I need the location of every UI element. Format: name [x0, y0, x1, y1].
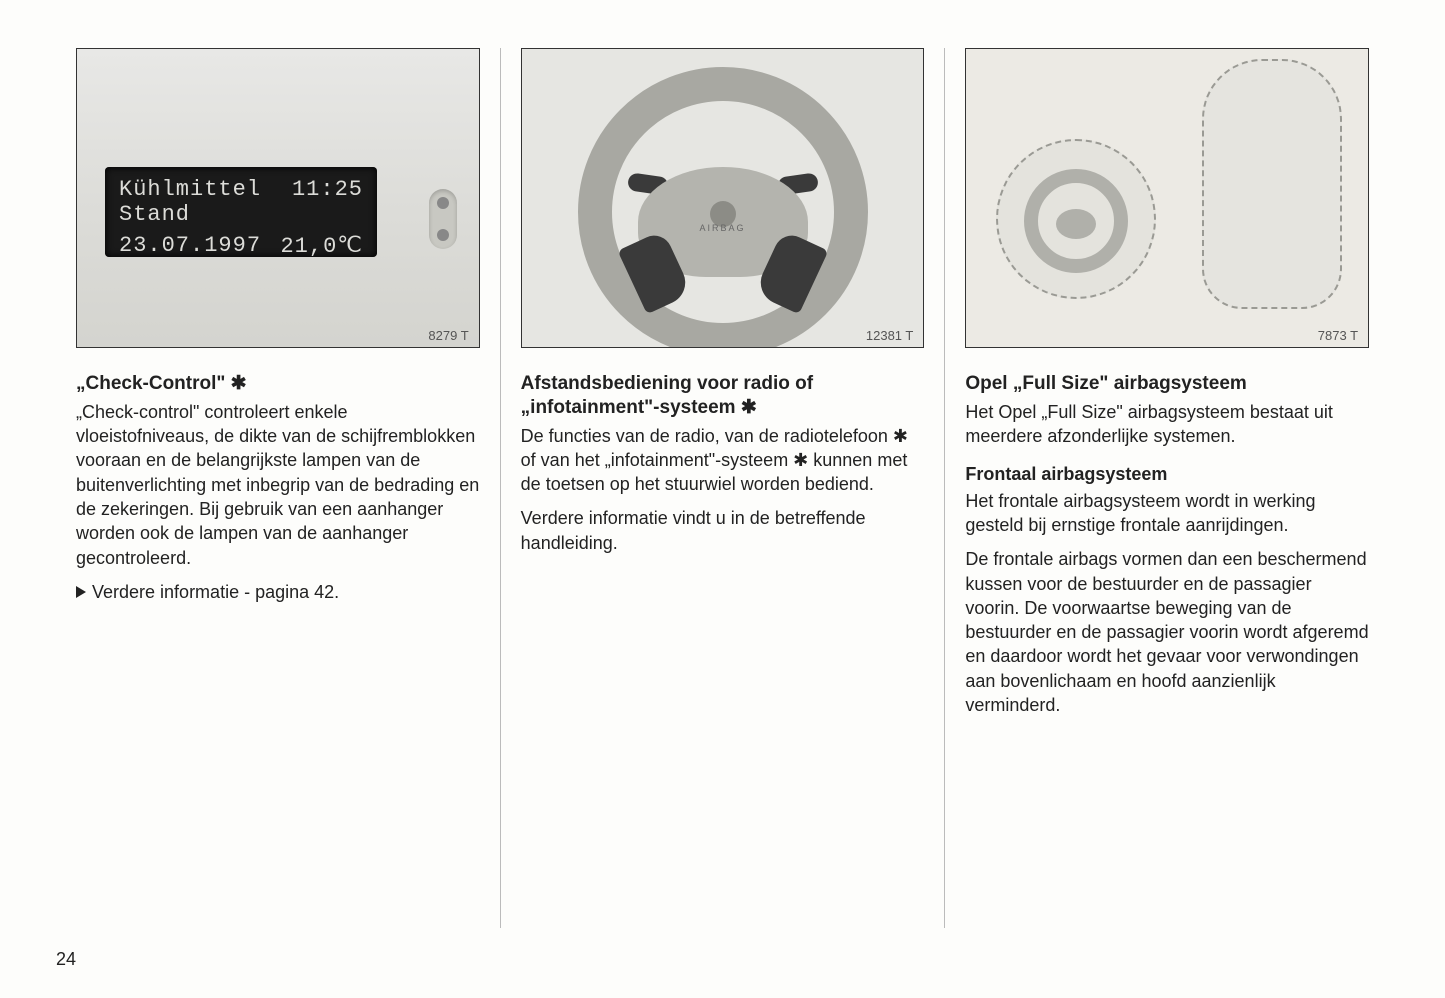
mini-steering-wheel-icon — [1024, 169, 1128, 273]
figure-label: 7873 T — [1318, 328, 1358, 343]
lcd-display: Kühlmittel 11:25 Stand 23.07.1997 21,0℃ — [105, 167, 377, 257]
figure-steering-wheel: AIRBAG 12381 T — [521, 48, 925, 348]
figure-airbag-system: 7873 T — [965, 48, 1369, 348]
passenger-airbag-icon — [1202, 59, 1342, 309]
lcd-time: 11:25 — [292, 177, 363, 202]
paragraph: Verdere informatie vindt u in de betreff… — [521, 506, 925, 555]
column-airbag: 7873 T Opel „Full Size" airbagsysteem He… — [944, 48, 1389, 928]
triangle-bullet-icon — [76, 586, 86, 598]
body-text: De functies van de radio, van de radiote… — [521, 424, 925, 565]
heading-airbag: Opel „Full Size" airbagsysteem — [965, 372, 1369, 396]
paragraph: De frontale airbags vormen dan een besch… — [965, 547, 1369, 717]
paragraph: Het frontale airbagsysteem wordt in werk… — [965, 489, 1369, 538]
paragraph-link: Verdere informatie - pagina 42. — [76, 580, 480, 604]
dashboard-illustration — [966, 49, 1368, 347]
paragraph: „Check-control" controleert enkele vloei… — [76, 400, 480, 570]
figure-label: 8279 T — [428, 328, 468, 343]
lcd-temp: 21,0℃ — [280, 233, 363, 259]
column-check-control: Kühlmittel 11:25 Stand 23.07.1997 21,0℃ … — [56, 48, 500, 928]
subheading-frontal: Frontaal airbagsysteem — [965, 462, 1369, 486]
lcd-date: 23.07.1997 — [119, 233, 261, 259]
steering-wheel-icon: AIRBAG — [578, 67, 868, 348]
column-remote-control: AIRBAG 12381 T Afstandsbediening voor ra… — [500, 48, 945, 928]
lcd-text: Stand — [119, 202, 363, 227]
airbag-label: AIRBAG — [638, 223, 808, 233]
heading-check-control: „Check-Control" ✱ — [76, 372, 480, 396]
page-number: 24 — [56, 949, 76, 970]
heading-remote: Afstandsbediening voor radio of „infotai… — [521, 372, 925, 420]
figure-check-control-display: Kühlmittel 11:25 Stand 23.07.1997 21,0℃ … — [76, 48, 480, 348]
lcd-text: Kühlmittel — [119, 177, 261, 202]
link-text: Verdere informatie - pagina 42. — [92, 582, 339, 602]
body-text: „Check-control" controleert enkele vloei… — [76, 400, 480, 614]
page-columns: Kühlmittel 11:25 Stand 23.07.1997 21,0℃ … — [56, 48, 1389, 928]
figure-label: 12381 T — [866, 328, 913, 343]
body-text: Het Opel „Full Size" airbagsysteem besta… — [965, 400, 1369, 728]
paragraph: De functies van de radio, van de radiote… — [521, 424, 925, 497]
paragraph: Het Opel „Full Size" airbagsysteem besta… — [965, 400, 1369, 449]
control-knob-icon — [429, 189, 457, 249]
